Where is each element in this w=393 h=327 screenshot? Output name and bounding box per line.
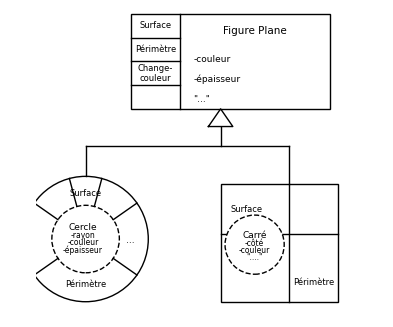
Text: -couleur: -couleur <box>67 238 99 248</box>
Text: Surface: Surface <box>230 204 263 214</box>
Text: Surface: Surface <box>70 189 102 198</box>
Bar <box>220 184 338 302</box>
Text: -couleur: -couleur <box>239 246 270 255</box>
Text: -côté: -côté <box>245 239 264 248</box>
Text: -rayon: -rayon <box>71 231 95 240</box>
Text: Périmètre: Périmètre <box>293 278 334 287</box>
Bar <box>130 14 330 109</box>
Text: Périmètre: Périmètre <box>65 280 106 289</box>
Text: Cercle: Cercle <box>69 223 97 232</box>
Text: ...: ... <box>127 236 135 245</box>
Text: Périmètre: Périmètre <box>135 45 176 54</box>
Text: -épaisseur: -épaisseur <box>193 75 241 84</box>
Text: Figure Plane: Figure Plane <box>223 26 287 36</box>
Circle shape <box>225 215 284 274</box>
Text: -couleur: -couleur <box>193 55 231 64</box>
Text: Change-
couleur: Change- couleur <box>138 63 173 83</box>
Text: Surface: Surface <box>140 21 172 30</box>
Text: -épaisseur: -épaisseur <box>63 245 103 255</box>
Text: Carré: Carré <box>242 231 267 240</box>
Circle shape <box>52 205 119 273</box>
Text: "...": "..." <box>193 95 210 104</box>
Text: "....": "...." <box>246 253 263 262</box>
Circle shape <box>23 176 148 302</box>
